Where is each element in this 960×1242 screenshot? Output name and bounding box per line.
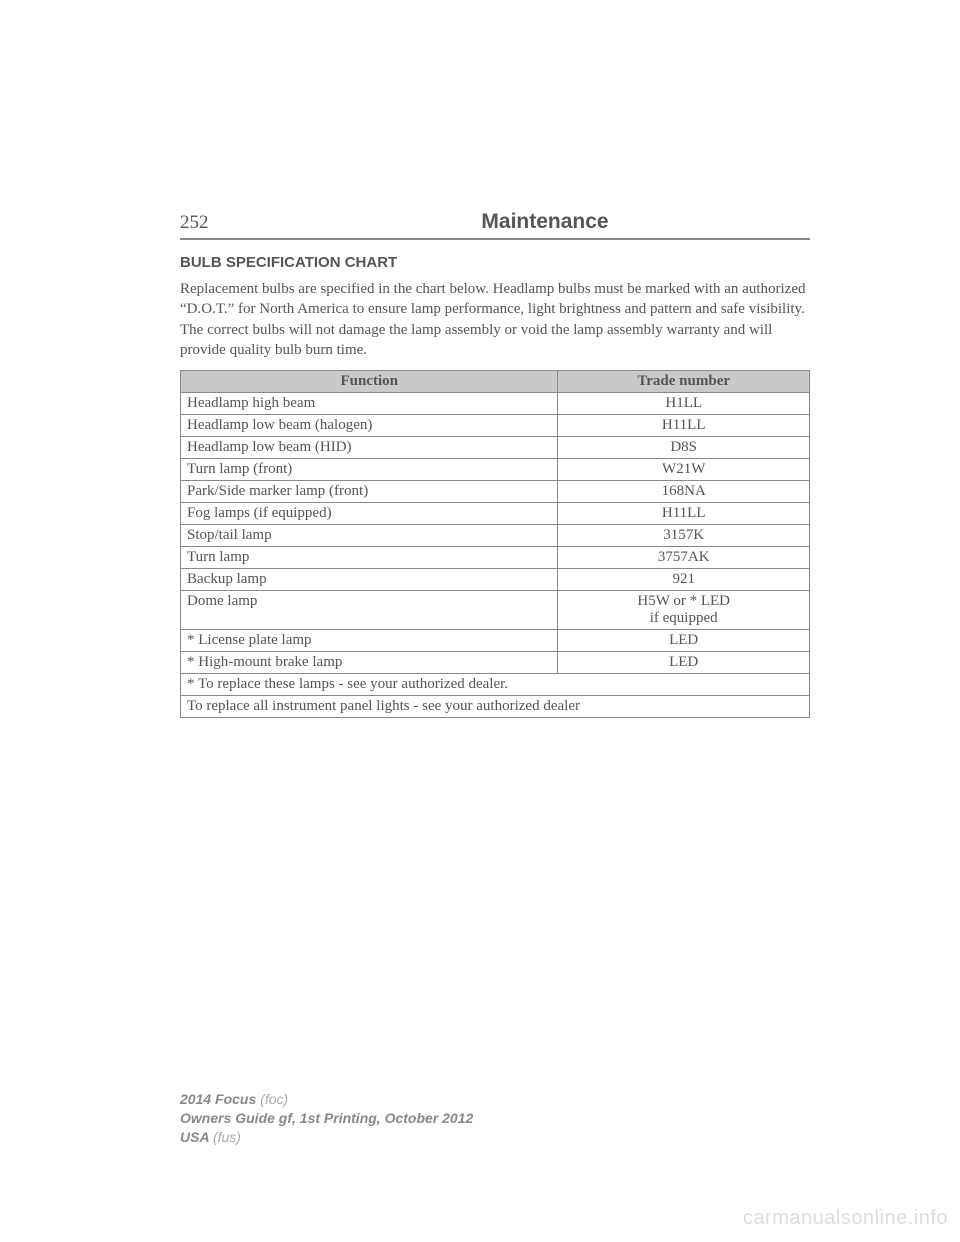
table-row: Headlamp low beam (halogen)H11LL (181, 415, 810, 437)
table-row: * License plate lampLED (181, 630, 810, 652)
cell-footnote: To replace all instrument panel lights -… (181, 696, 810, 718)
footer-line-2: Owners Guide gf, 1st Printing, October 2… (180, 1109, 473, 1128)
col-trade-number: Trade number (558, 371, 810, 393)
cell-function: Fog lamps (if equipped) (181, 503, 558, 525)
watermark: carmanualsonline.info (743, 1207, 948, 1230)
cell-trade-number: 3757AK (558, 547, 810, 569)
table-body: Headlamp high beamH1LLHeadlamp low beam … (181, 393, 810, 718)
cell-trade-number: H11LL (558, 415, 810, 437)
chapter-title: Maintenance (360, 210, 810, 234)
table-row: Headlamp high beamH1LL (181, 393, 810, 415)
cell-trade-number: 168NA (558, 481, 810, 503)
cell-function: Dome lamp (181, 591, 558, 630)
page-number: 252 (180, 212, 360, 234)
cell-trade-number: LED (558, 630, 810, 652)
cell-function: Turn lamp (front) (181, 459, 558, 481)
cell-function: Park/Side marker lamp (front) (181, 481, 558, 503)
cell-function: Stop/tail lamp (181, 525, 558, 547)
cell-trade-number: D8S (558, 437, 810, 459)
page-footer: 2014 Focus (foc) Owners Guide gf, 1st Pr… (180, 1090, 473, 1147)
table-row: Dome lampH5W or * LEDif equipped (181, 591, 810, 630)
footer-region: USA (180, 1129, 209, 1145)
cell-footnote: * To replace these lamps - see your auth… (181, 674, 810, 696)
table-row: Fog lamps (if equipped)H11LL (181, 503, 810, 525)
table-row: * High-mount brake lampLED (181, 652, 810, 674)
intro-paragraph: Replacement bulbs are specified in the c… (180, 279, 810, 360)
cell-trade-number: H5W or * LEDif equipped (558, 591, 810, 630)
table-row: Turn lamp3757AK (181, 547, 810, 569)
footer-line-1: 2014 Focus (foc) (180, 1090, 473, 1109)
table-row: Turn lamp (front)W21W (181, 459, 810, 481)
footer-model: 2014 Focus (180, 1091, 256, 1107)
table-footnote-row: To replace all instrument panel lights -… (181, 696, 810, 718)
table-header-row: Function Trade number (181, 371, 810, 393)
col-function: Function (181, 371, 558, 393)
cell-function: Headlamp low beam (HID) (181, 437, 558, 459)
cell-trade-number: W21W (558, 459, 810, 481)
section-heading: BULB SPECIFICATION CHART (180, 254, 810, 271)
cell-trade-number: 921 (558, 569, 810, 591)
page-header: 252 Maintenance (180, 210, 810, 240)
bulb-spec-table: Function Trade number Headlamp high beam… (180, 370, 810, 718)
table-row: Headlamp low beam (HID)D8S (181, 437, 810, 459)
cell-trade-number: H11LL (558, 503, 810, 525)
cell-trade-number: 3157K (558, 525, 810, 547)
table-footnote-row: * To replace these lamps - see your auth… (181, 674, 810, 696)
cell-trade-number: H1LL (558, 393, 810, 415)
footer-code-1: (foc) (260, 1091, 288, 1107)
table-row: Backup lamp921 (181, 569, 810, 591)
cell-function: Backup lamp (181, 569, 558, 591)
cell-function: Headlamp low beam (halogen) (181, 415, 558, 437)
footer-line-3: USA (fus) (180, 1128, 473, 1147)
footer-code-2: (fus) (213, 1129, 241, 1145)
cell-trade-number: LED (558, 652, 810, 674)
table-row: Stop/tail lamp3157K (181, 525, 810, 547)
cell-function: * License plate lamp (181, 630, 558, 652)
cell-function: Headlamp high beam (181, 393, 558, 415)
table-row: Park/Side marker lamp (front)168NA (181, 481, 810, 503)
manual-page: 252 Maintenance BULB SPECIFICATION CHART… (0, 0, 960, 718)
cell-function: * High-mount brake lamp (181, 652, 558, 674)
cell-function: Turn lamp (181, 547, 558, 569)
